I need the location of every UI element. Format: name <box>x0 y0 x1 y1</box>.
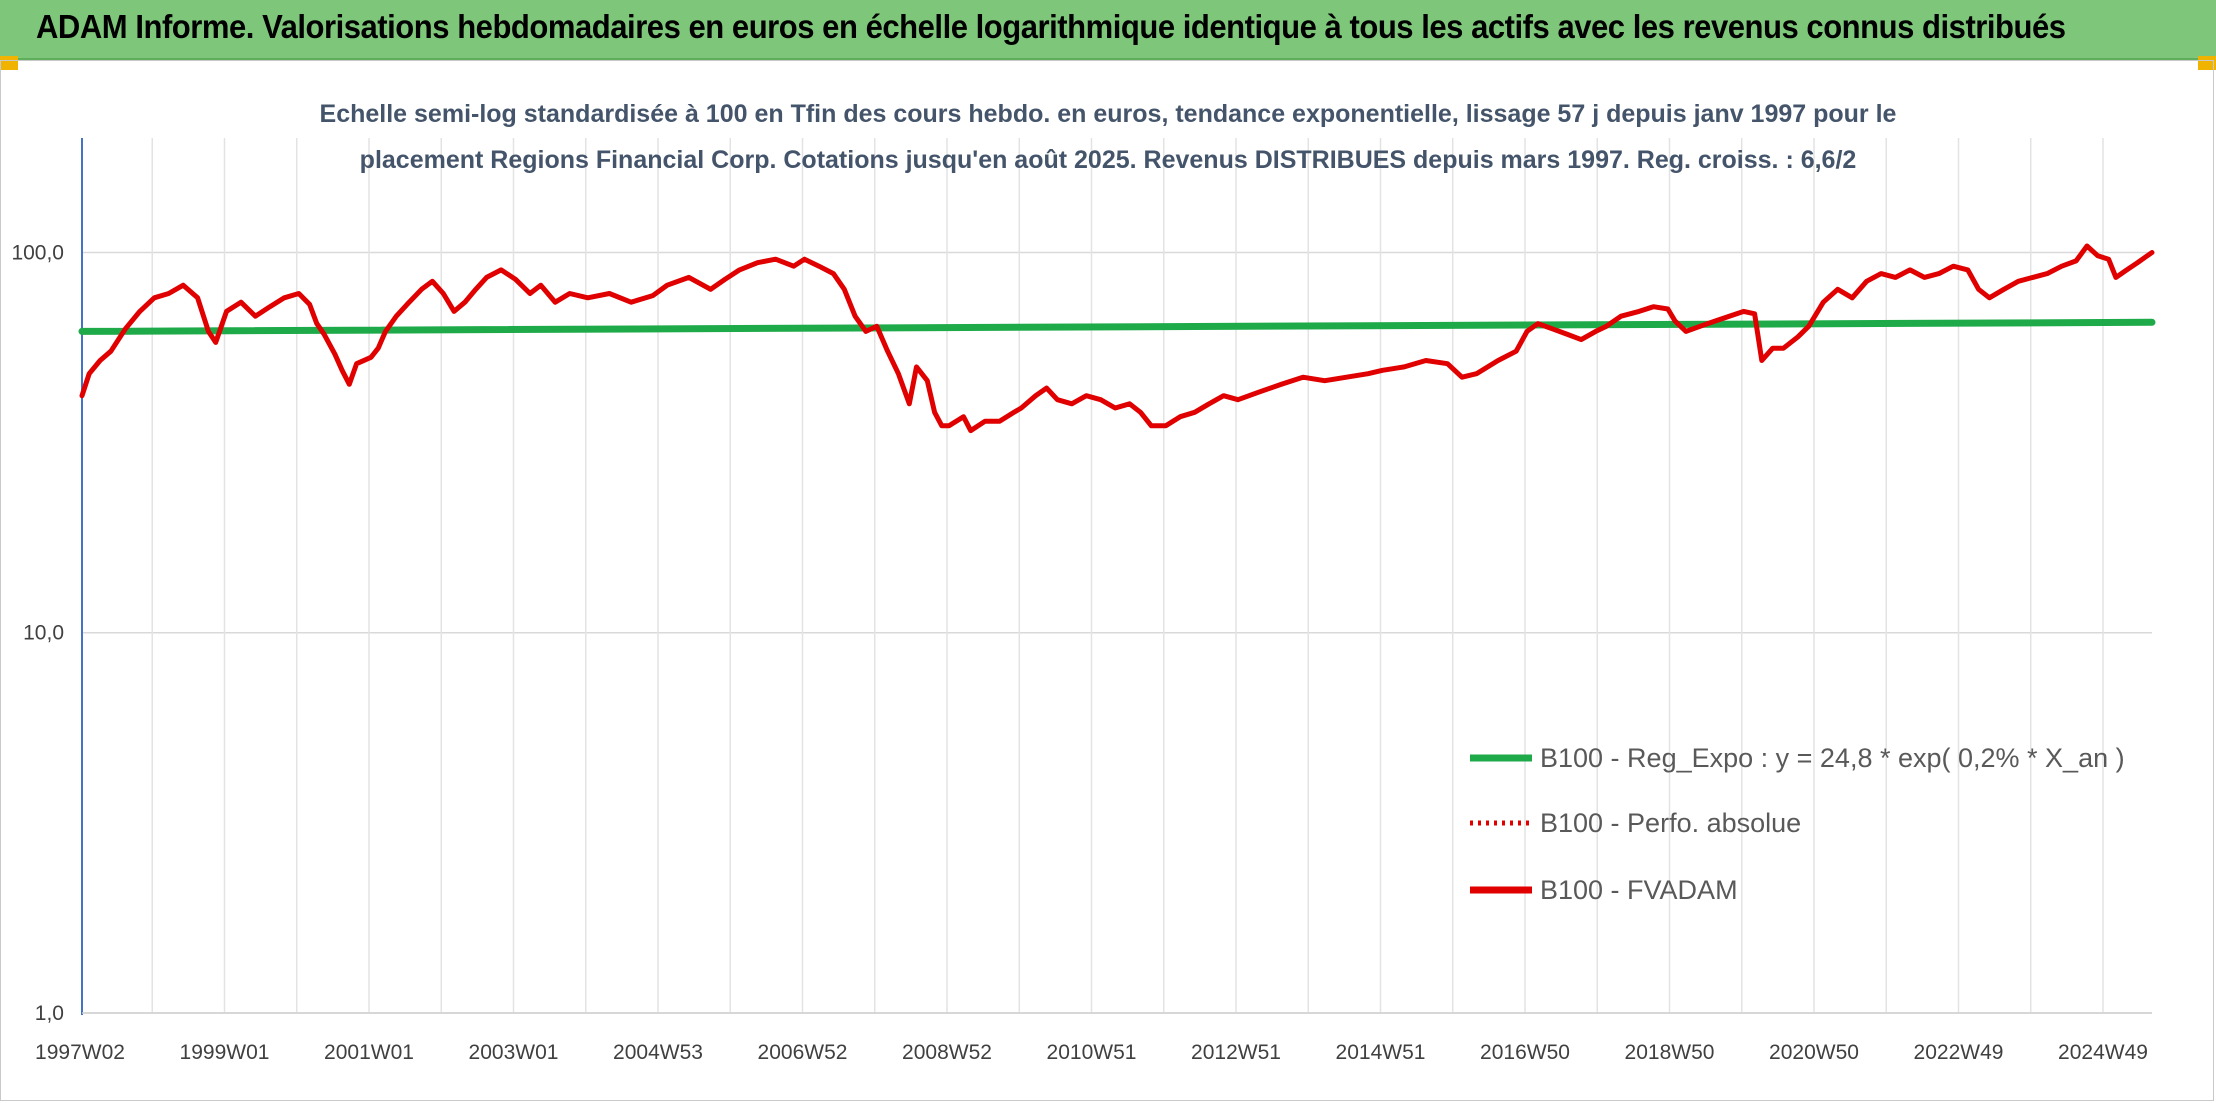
legend: B100 - Reg_Expo : y = 24,8 * exp( 0,2% *… <box>1470 743 2125 905</box>
series-line-fvadam <box>79 243 2155 434</box>
series <box>78 243 2156 434</box>
x-tick-label: 2016W50 <box>1480 1041 1570 1064</box>
legend-label-reg-expo: B100 - Reg_Expo : y = 24,8 * exp( 0,2% *… <box>1540 743 2125 773</box>
page-title: ADAM Informe. Valorisations hebdomadaire… <box>36 8 2066 45</box>
x-tick-label: 2018W50 <box>1625 1041 1715 1064</box>
axes <box>81 138 2152 1015</box>
x-tick-label: 2006W52 <box>758 1041 848 1064</box>
x-tick-labels: 1997W02 1999W01 2001W01 2003W01 2004W53 2006W… <box>35 1041 2148 1064</box>
y-tick-label: 1,0 <box>35 1002 64 1025</box>
x-tick-label: 1999W01 <box>180 1041 270 1064</box>
chart-subtitle-line-2: placement Regions Financial Corp. Cotati… <box>360 146 1857 174</box>
y-tick-label: 10,0 <box>23 622 64 645</box>
x-tick-label: 1997W02 <box>35 1041 125 1064</box>
legend-label-perfo-absolue: B100 - Perfo. absolue <box>1540 808 1801 838</box>
x-tick-label: 2008W52 <box>902 1041 992 1064</box>
chart-frame <box>0 60 2214 1101</box>
corner-accent-right <box>2198 56 2216 70</box>
y-tick-labels: 1,0 10,0 100,0 <box>11 241 64 1025</box>
x-tick-label: 2010W51 <box>1047 1041 1137 1064</box>
x-tick-label: 2012W51 <box>1191 1041 1281 1064</box>
corner-accent-left <box>0 56 18 70</box>
x-tick-label: 2014W51 <box>1336 1041 1426 1064</box>
series-line-reg-expo <box>78 318 2156 335</box>
x-tick-label: 2022W49 <box>1914 1041 2004 1064</box>
x-tick-label: 2001W01 <box>324 1041 414 1064</box>
legend-label-fvadam: B100 - FVADAM <box>1540 875 1738 905</box>
chart-subtitle-line-1: Echelle semi-log standardisée à 100 en T… <box>320 100 1897 128</box>
x-tick-label: 2020W50 <box>1769 1041 1859 1064</box>
x-tick-label: 2024W49 <box>2058 1041 2148 1064</box>
x-tick-label: 2004W53 <box>613 1041 703 1064</box>
y-tick-label: 100,0 <box>11 241 64 264</box>
x-tick-label: 2003W01 <box>469 1041 559 1064</box>
header-bar: ADAM Informe. Valorisations hebdomadaire… <box>0 0 2216 60</box>
gridlines <box>82 138 2152 1014</box>
